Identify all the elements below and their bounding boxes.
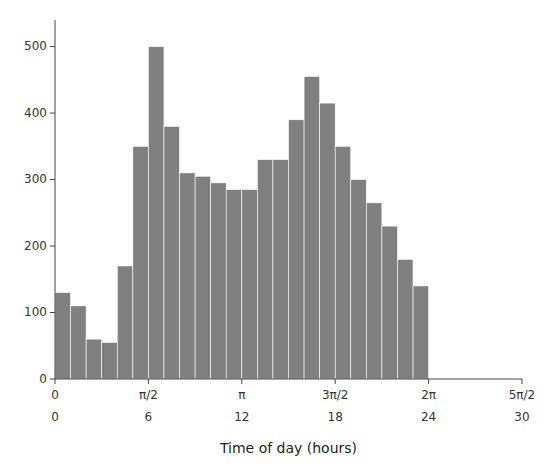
x2-tick-label: 6	[145, 410, 153, 424]
y-tick	[50, 246, 55, 247]
histogram-bar	[211, 183, 227, 379]
x2-tick-label: 12	[234, 410, 249, 424]
y-tick-label: 400	[24, 106, 47, 120]
histogram-bar	[102, 342, 118, 379]
histogram-bar	[397, 259, 413, 379]
x-tick-label: π/2	[139, 388, 158, 402]
y-tick-label: 300	[24, 172, 47, 186]
x2-tick-label: 18	[328, 410, 343, 424]
histogram-bar	[226, 190, 242, 379]
histogram-bar	[148, 47, 164, 379]
x-tick-label: 3π/2	[322, 388, 349, 402]
histogram-bar	[320, 103, 336, 379]
histogram-bar	[86, 339, 102, 379]
x-tick	[428, 379, 429, 384]
y-tick	[50, 179, 55, 180]
bars	[55, 47, 429, 379]
x-tick	[335, 379, 336, 384]
histogram-bar	[133, 146, 149, 379]
x-tick	[241, 379, 242, 384]
y-tick	[50, 113, 55, 114]
histogram-bar	[117, 266, 133, 379]
histogram-bar	[55, 293, 71, 379]
histogram-bar	[289, 120, 305, 379]
histogram-bar	[382, 226, 398, 379]
x-axis-label: Time of day (hours)	[219, 440, 357, 456]
y-tick-label: 200	[24, 239, 47, 253]
y-axis-line	[55, 20, 56, 379]
histogram-bar	[242, 190, 258, 379]
x2-tick-label: 30	[514, 410, 529, 424]
y-tick	[50, 379, 55, 380]
x-tick	[148, 379, 149, 384]
histogram-bar	[366, 203, 382, 379]
histogram-bar	[273, 160, 289, 379]
histogram-bar	[257, 160, 273, 379]
y-tick-label: 500	[24, 39, 47, 53]
x2-tick-label: 0	[51, 410, 59, 424]
histogram-bar	[351, 180, 367, 379]
x-tick	[522, 379, 523, 384]
histogram-bar	[180, 173, 196, 379]
y-tick	[50, 312, 55, 313]
histogram-bar	[164, 126, 180, 379]
x-axis-line	[55, 379, 522, 380]
y-tick-label: 100	[24, 305, 47, 319]
histogram-bar	[413, 286, 429, 379]
histogram-bar	[304, 77, 320, 379]
x-tick-label: π	[238, 388, 245, 402]
chart: 0 100 200 300 400 500 0 π/2 π 3π/2 2π 5π/2 0 6 12 18 24 3…	[0, 0, 550, 474]
x2-tick-label: 24	[421, 410, 436, 424]
x-tick-label: 2π	[421, 388, 436, 402]
x-tick	[55, 379, 56, 384]
x-tick-label: 5π/2	[509, 388, 536, 402]
histogram-bar	[71, 306, 87, 379]
x-tick-label: 0	[51, 388, 59, 402]
histogram-bar	[195, 176, 211, 379]
histogram-bar	[335, 146, 351, 379]
y-tick-label: 0	[39, 372, 47, 386]
y-tick	[50, 46, 55, 47]
